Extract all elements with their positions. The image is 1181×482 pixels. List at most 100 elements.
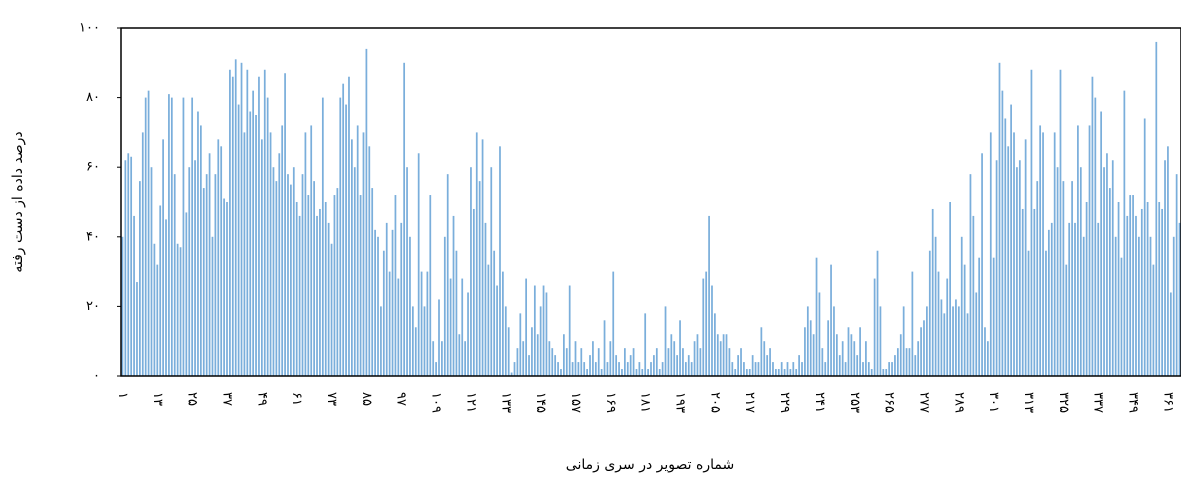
bar [882, 369, 885, 376]
x-tick-label: ۱۵۷ [568, 392, 583, 413]
x-tick-label: ۱۸۱ [638, 392, 653, 413]
bar [876, 250, 879, 376]
bar [1155, 41, 1158, 377]
bar [342, 83, 345, 377]
bar [621, 369, 623, 376]
bar [960, 236, 963, 376]
bar [333, 195, 336, 376]
bar [417, 153, 420, 376]
bar [1082, 236, 1085, 376]
bar [1050, 222, 1053, 376]
bar [545, 292, 548, 376]
bar [711, 285, 713, 376]
bar [984, 327, 986, 376]
bar [647, 369, 649, 376]
bar [905, 348, 908, 376]
bar [702, 278, 705, 376]
x-tick-label: ۳۲۵ [1056, 392, 1071, 413]
bar [339, 97, 342, 376]
bar [992, 257, 995, 376]
x-tick-label: ۱۴۵ [533, 392, 548, 413]
bar [214, 174, 217, 376]
bar [528, 355, 530, 376]
bar [385, 222, 388, 376]
bar [147, 90, 150, 376]
bar [664, 306, 667, 376]
bar [194, 160, 196, 376]
plot-frame [120, 27, 1181, 377]
bar [1088, 125, 1091, 376]
bar [229, 69, 231, 376]
bar [943, 313, 946, 376]
bar [202, 188, 205, 376]
bar [406, 167, 408, 376]
bar [798, 355, 800, 376]
y-tick-label: ۲۰ [86, 299, 100, 314]
bar [743, 362, 745, 376]
bar [153, 243, 156, 376]
bar [606, 362, 609, 376]
bar [940, 299, 943, 376]
x-tick-label: ۲۱۷ [742, 392, 757, 413]
x-axis-title: شماره تصویر در سری زمانی [566, 457, 734, 473]
x-tick-label: ۲۸۹ [951, 392, 966, 413]
bar [420, 271, 423, 376]
bar [623, 348, 626, 376]
bar [955, 299, 957, 376]
bar [365, 48, 368, 376]
bar [269, 132, 272, 376]
bar [879, 306, 882, 376]
bar [853, 341, 856, 376]
bar [220, 146, 223, 376]
bar [1172, 236, 1175, 376]
bar [1010, 104, 1012, 376]
bar [804, 327, 806, 376]
x-tick-label: ۶۱ [289, 392, 304, 406]
bar [1079, 167, 1082, 376]
bar [368, 146, 371, 376]
bar [403, 62, 406, 377]
bar [275, 181, 278, 376]
bar [1074, 222, 1076, 376]
bar [1123, 90, 1126, 376]
bar [1085, 202, 1088, 376]
x-tick-label: ۴۹ [254, 392, 269, 406]
bar [565, 348, 568, 376]
bar [1135, 215, 1137, 376]
y-tick-label: ۱۰۰ [79, 21, 100, 36]
bar [266, 97, 269, 376]
x-tick-label: ۳۱۳ [1021, 392, 1036, 413]
bar [557, 362, 559, 376]
bar [359, 195, 362, 376]
bar [1158, 202, 1161, 376]
bar [809, 320, 812, 376]
bar [290, 184, 292, 376]
bar [1175, 174, 1178, 376]
x-tick-label: ۱۹۳ [673, 392, 688, 413]
bar [170, 97, 173, 376]
bar [1149, 236, 1152, 376]
bar [812, 334, 815, 376]
bar [208, 153, 211, 376]
bar [336, 188, 339, 376]
bar [1056, 167, 1059, 376]
bar [443, 236, 446, 376]
bar [1117, 202, 1120, 376]
bar [635, 369, 638, 376]
bar [952, 306, 954, 376]
bar [127, 153, 130, 376]
bar [641, 369, 644, 376]
x-tick-label: ۳۴۹ [1126, 392, 1141, 413]
bar [972, 215, 975, 376]
bar [806, 306, 809, 376]
bar [856, 355, 859, 376]
bar [1021, 208, 1024, 376]
bar [234, 59, 237, 376]
bar [1143, 118, 1146, 376]
bar [586, 369, 588, 376]
bar [1071, 181, 1073, 376]
bar [510, 372, 513, 376]
bar [574, 341, 577, 376]
bar [502, 271, 504, 376]
bar [356, 125, 359, 376]
